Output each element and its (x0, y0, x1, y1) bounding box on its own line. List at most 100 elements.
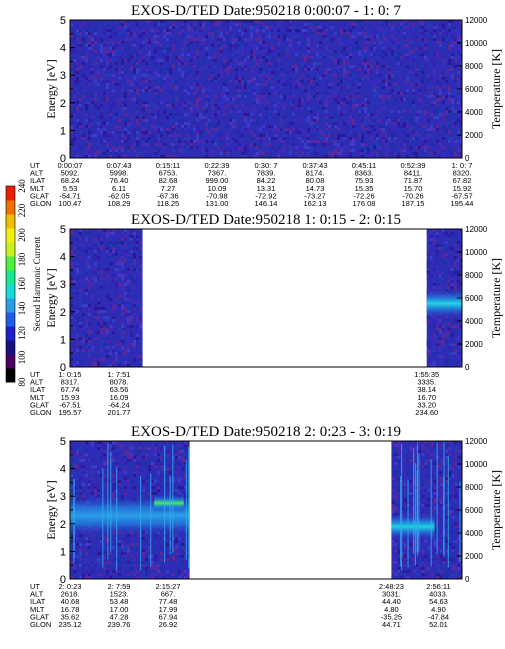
heatmap-cell (307, 110, 310, 113)
heatmap-cell (73, 35, 76, 38)
heatmap-cell (166, 441, 169, 444)
heatmap-cell (136, 119, 139, 122)
heatmap-cell (445, 474, 449, 477)
heatmap-cell (397, 456, 401, 459)
heatmap-cell (175, 56, 178, 59)
heatmap-cell (154, 29, 157, 32)
heatmap-cell (385, 143, 388, 146)
heatmap-cell (70, 235, 73, 238)
heatmap-cell (331, 155, 334, 158)
heatmap-cell (322, 110, 325, 113)
heatmap-cell (441, 277, 445, 280)
heatmap-cell (145, 567, 148, 570)
heatmap-cell (118, 295, 121, 298)
heatmap-cell (100, 247, 103, 250)
heatmap-cell (73, 337, 76, 340)
heatmap-cell (445, 540, 449, 543)
heatmap-cell (394, 107, 397, 110)
heatmap-cell (262, 146, 265, 149)
heatmap-cell (319, 65, 322, 68)
heatmap-cell (82, 38, 85, 41)
heatmap-cell (118, 328, 121, 331)
heatmap-cell (157, 474, 160, 477)
heatmap-cell (457, 149, 460, 152)
heatmap-cell (130, 250, 133, 253)
heatmap-cell (444, 232, 448, 235)
heatmap-cell (426, 355, 430, 358)
heatmap-cell (211, 107, 214, 110)
heatmap-cell (433, 540, 437, 543)
heatmap-cell (160, 74, 163, 77)
heatmap-cell (226, 101, 229, 104)
heatmap-cell (373, 71, 376, 74)
heatmap-cell (235, 38, 238, 41)
heatmap-cell (136, 128, 139, 131)
heatmap-cell (421, 80, 424, 83)
heatmap-cell (166, 558, 169, 561)
heatmap-cell (121, 468, 124, 471)
heatmap-cell (109, 232, 112, 235)
heatmap-cell (459, 283, 462, 286)
heatmap-cell (112, 459, 115, 462)
heatmap-cell (133, 340, 136, 343)
heatmap-cell (391, 140, 394, 143)
heatmap-cell (445, 534, 449, 537)
heatmap-cell (148, 453, 151, 456)
heatmap-cell (70, 229, 73, 232)
heatmap-cell (166, 59, 169, 62)
heatmap-cell (367, 155, 370, 158)
heatmap-cell (211, 149, 214, 152)
heatmap-cell (448, 495, 452, 498)
heatmap-cell (160, 140, 163, 143)
heatmap-cell (307, 71, 310, 74)
heatmap-cell (223, 23, 226, 26)
heatmap-cell (142, 355, 143, 358)
heatmap-cell (235, 95, 238, 98)
heatmap-cell (379, 26, 382, 29)
heatmap-cell (130, 537, 133, 540)
heatmap-cell (127, 450, 130, 453)
heatmap-cell (250, 29, 253, 32)
heatmap-cell (448, 113, 451, 116)
heatmap-cell (124, 361, 127, 364)
heatmap-cell (451, 525, 455, 528)
heatmap-cell (106, 53, 109, 56)
heatmap-cell (142, 564, 145, 567)
heatmap-cell (172, 537, 175, 540)
heatmap-cell (169, 119, 172, 122)
heatmap-cell (109, 244, 112, 247)
heatmap-cell (394, 119, 397, 122)
heatmap-cell (325, 95, 328, 98)
heatmap-cell (100, 41, 103, 44)
heatmap-cell (316, 53, 319, 56)
heatmap-cell (438, 244, 442, 247)
heatmap-cell (412, 83, 415, 86)
heatmap-cell (319, 68, 322, 71)
info-cell: 162.13 (304, 199, 327, 208)
heatmap-cell (88, 80, 91, 83)
heatmap-cell (373, 101, 376, 104)
heatmap-cell (421, 504, 425, 507)
heatmap-cell (448, 149, 451, 152)
heatmap-cell (211, 32, 214, 35)
heatmap-cell (439, 471, 443, 474)
heatmap-cell (304, 32, 307, 35)
info-cell: 7.27 (161, 184, 176, 193)
heatmap-cell (376, 92, 379, 95)
heatmap-cell (262, 92, 265, 95)
heatmap-cell (439, 480, 443, 483)
heatmap-cell (430, 483, 434, 486)
heatmap-cell (118, 68, 121, 71)
heatmap-cell (334, 98, 337, 101)
heatmap-cell (262, 83, 265, 86)
heatmap-cell (157, 137, 160, 140)
heatmap-cell (214, 23, 217, 26)
heatmap-cell (148, 41, 151, 44)
heatmap-cell (403, 498, 407, 501)
heatmap-cell (453, 283, 457, 286)
heatmap-cell (361, 65, 364, 68)
heatmap-cell (253, 47, 256, 50)
heatmap-cell (73, 280, 76, 283)
heatmap-cell (292, 137, 295, 140)
heatmap-cell (382, 71, 385, 74)
